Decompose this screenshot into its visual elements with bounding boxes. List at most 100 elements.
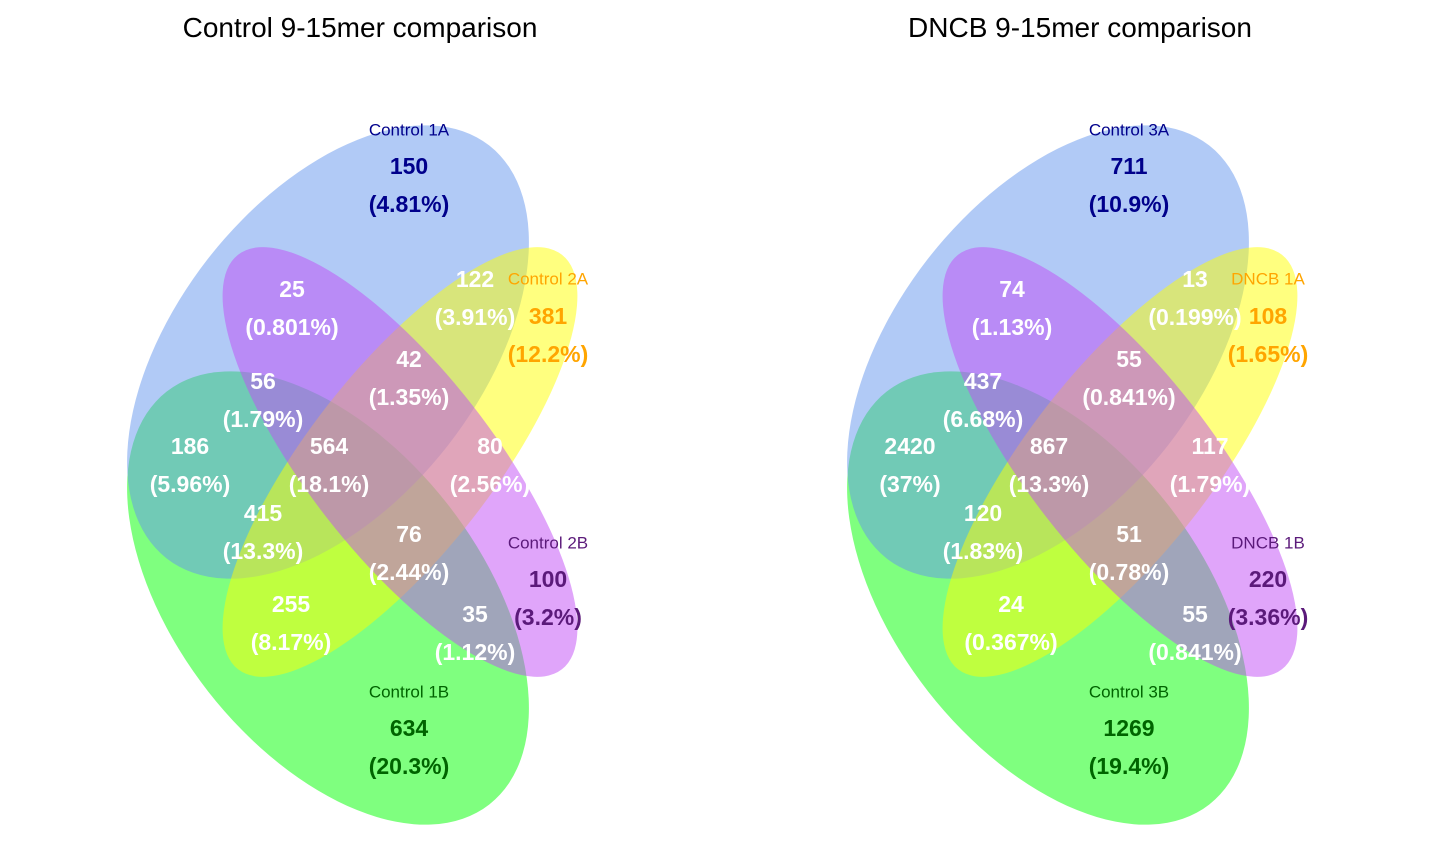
- set-ellipse-bottom-right: [942, 247, 1298, 677]
- region-purple-upper: 74 (1.13%): [972, 276, 1053, 340]
- region-only-right-top: 381 (12.2%): [508, 303, 589, 367]
- region-percent: (1.65%): [1228, 341, 1309, 367]
- region-percent: (8.17%): [251, 629, 332, 655]
- region-center: 564 (18.1%): [289, 433, 370, 497]
- venn-diagram-dncb: DNCB 9-15mer comparison Control 3A DNCB 1…: [720, 0, 1440, 864]
- region-percent: (1.13%): [972, 314, 1053, 340]
- set-label-left-bottom: Control 1B: [369, 682, 449, 701]
- venn-canvas: Control 1A Control 2A Control 2B Control 1B…: [127, 120, 589, 825]
- region-teal-only: 2420 (37%): [879, 433, 940, 497]
- set-label-left-bottom: Control 3B: [1089, 682, 1169, 701]
- region-count: 381: [529, 303, 568, 329]
- region-percent: (3.36%): [1228, 604, 1309, 630]
- region-only-left-bottom: 634 (20.3%): [369, 715, 450, 779]
- region-center-upper: 42 (1.35%): [369, 346, 450, 410]
- diagram-title: DNCB 9-15mer comparison: [908, 12, 1252, 43]
- region-count: 55: [1182, 601, 1208, 627]
- diagram-title: Control 9-15mer comparison: [182, 12, 538, 43]
- region-count: 74: [999, 276, 1025, 302]
- region-percent: (10.9%): [1089, 191, 1170, 217]
- region-lime: 24 (0.367%): [964, 591, 1057, 655]
- set-label-right-bottom: DNCB 1B: [1231, 533, 1305, 552]
- region-count: 100: [529, 566, 567, 592]
- region-percent: (0.199%): [1148, 304, 1241, 330]
- region-only-right-top: 108 (1.65%): [1228, 303, 1309, 367]
- region-only-top: 150 (4.81%): [369, 153, 450, 217]
- region-count: 564: [310, 433, 349, 459]
- region-percent: (2.44%): [369, 559, 450, 585]
- region-percent: (1.12%): [435, 639, 516, 665]
- region-count: 42: [396, 346, 422, 372]
- set-label-right-bottom: Control 2B: [508, 533, 588, 552]
- region-yellow-upper: 122 (3.91%): [435, 266, 516, 330]
- region-percent: (1.79%): [1170, 471, 1251, 497]
- region-count: 437: [964, 368, 1002, 394]
- region-slate: 35 (1.12%): [435, 601, 516, 665]
- set-label-right-top: DNCB 1A: [1231, 269, 1305, 288]
- region-count: 120: [964, 500, 1002, 526]
- region-count: 634: [390, 715, 429, 741]
- region-count: 415: [244, 500, 283, 526]
- set-label-right-top: Control 2A: [508, 269, 589, 288]
- region-percent: (0.367%): [964, 629, 1057, 655]
- region-count: 56: [250, 368, 276, 394]
- region-left-lower: 120 (1.83%): [943, 500, 1024, 564]
- venn-diagram-control: Control 9-15mer comparison Control 1A Con…: [127, 12, 589, 825]
- region-percent: (18.1%): [289, 471, 370, 497]
- region-count: 711: [1110, 153, 1147, 179]
- region-only-left-bottom: 1269 (19.4%): [1089, 715, 1170, 779]
- region-percent: (1.83%): [943, 538, 1024, 564]
- region-count: 108: [1249, 303, 1288, 329]
- region-count: 255: [272, 591, 311, 617]
- region-teal-purple: 56 (1.79%): [223, 368, 304, 432]
- region-count: 2420: [884, 433, 935, 459]
- region-purple-upper: 25 (0.801%): [245, 276, 338, 340]
- region-teal-only: 186 (5.96%): [150, 433, 231, 497]
- region-percent: (12.2%): [508, 341, 589, 367]
- region-count: 24: [998, 591, 1024, 617]
- region-count: 55: [1116, 346, 1142, 372]
- region-count: 867: [1030, 433, 1068, 459]
- region-percent: (37%): [879, 471, 940, 497]
- region-percent: (20.3%): [369, 753, 450, 779]
- region-percent: (2.56%): [450, 471, 531, 497]
- set-ellipse-bottom-right: [222, 247, 578, 677]
- region-center: 867 (13.3%): [1009, 433, 1090, 497]
- region-right-mid: 117 (1.79%): [1170, 433, 1251, 497]
- region-count: 80: [477, 433, 503, 459]
- region-percent: (6.68%): [943, 406, 1024, 432]
- region-only-top: 711 (10.9%): [1089, 153, 1170, 217]
- region-percent: (13.3%): [223, 538, 304, 564]
- region-percent: (0.801%): [245, 314, 338, 340]
- region-left-lower: 415 (13.3%): [223, 500, 304, 564]
- set-label-top: Control 3A: [1089, 120, 1170, 139]
- region-right-mid: 80 (2.56%): [450, 433, 531, 497]
- region-percent: (4.81%): [369, 191, 450, 217]
- region-count: 1269: [1103, 715, 1154, 741]
- region-percent: (1.79%): [223, 406, 304, 432]
- region-count: 13: [1182, 266, 1208, 292]
- region-slate: 55 (0.841%): [1148, 601, 1241, 665]
- region-percent: (3.2%): [514, 604, 582, 630]
- region-percent: (1.35%): [369, 384, 450, 410]
- region-center-upper: 55 (0.841%): [1082, 346, 1175, 410]
- region-count: 25: [279, 276, 305, 302]
- region-percent: (0.78%): [1089, 559, 1170, 585]
- venn-canvas: Control 3A DNCB 1A DNCB 1B Control 3B 711 (10…: [847, 120, 1309, 825]
- region-teal-purple: 437 (6.68%): [943, 368, 1024, 432]
- region-count: 76: [396, 521, 422, 547]
- region-center-lower: 51 (0.78%): [1089, 521, 1170, 585]
- region-lime: 255 (8.17%): [251, 591, 332, 655]
- region-count: 117: [1191, 433, 1228, 459]
- region-count: 51: [1116, 521, 1142, 547]
- region-percent: (0.841%): [1082, 384, 1175, 410]
- region-yellow-upper: 13 (0.199%): [1148, 266, 1241, 330]
- region-count: 122: [456, 266, 494, 292]
- region-count: 220: [1249, 566, 1287, 592]
- region-percent: (13.3%): [1009, 471, 1090, 497]
- region-percent: (5.96%): [150, 471, 231, 497]
- region-only-right-bottom: 100 (3.2%): [514, 566, 582, 630]
- region-percent: (3.91%): [435, 304, 516, 330]
- region-percent: (19.4%): [1089, 753, 1170, 779]
- region-count: 186: [171, 433, 209, 459]
